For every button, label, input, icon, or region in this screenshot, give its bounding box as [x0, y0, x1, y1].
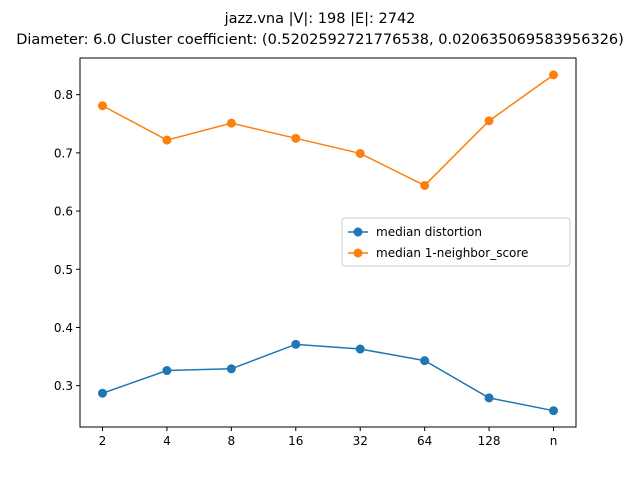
data-point-median-distortion-8 [226, 364, 236, 374]
data-point-median-distortion-128 [484, 393, 494, 403]
legend-marker-median-1-neighbor-score [353, 248, 363, 258]
data-point-median-distortion-n [549, 406, 558, 416]
legend-box [341, 217, 571, 267]
legend-label-median-distortion: median distortion [376, 225, 482, 239]
data-point-median-distortion-64 [420, 356, 430, 366]
data-point-median-1-neighbor-score-2 [98, 101, 107, 111]
data-point-median-1-neighbor-score-32 [355, 148, 365, 158]
chart-title-line-1: jazz.vna |V|: 198 |E|: 2742 [224, 11, 416, 27]
y-axis: 0.3 0.4 0.5 0.6 0.7 0.8 [54, 88, 80, 393]
y-tick-label-0-3: 0.3 [54, 379, 73, 393]
y-tick-label-0-4: 0.4 [54, 321, 73, 335]
x-tick-label-32: 32 [353, 434, 368, 448]
data-point-median-distortion-16 [291, 339, 301, 349]
x-tick-label-64: 64 [417, 434, 432, 448]
x-tick-label-8: 8 [228, 434, 236, 448]
legend: median distortion median 1-neighbor_scor… [341, 217, 571, 267]
legend-marker-median-distortion [353, 227, 363, 237]
series-median-1-neighbor-score [98, 70, 558, 190]
y-tick-label-0-7: 0.7 [54, 146, 73, 160]
x-tick-label-n: n [550, 434, 558, 448]
y-tick-label-0-8: 0.8 [54, 88, 73, 102]
data-point-median-1-neighbor-score-16 [291, 133, 301, 143]
data-point-median-1-neighbor-score-8 [226, 118, 236, 128]
series-layer [98, 70, 558, 416]
data-point-median-1-neighbor-score-128 [484, 116, 494, 126]
data-point-median-distortion-32 [355, 344, 365, 354]
legend-label-median-1-neighbor-score: median 1-neighbor_score [376, 246, 528, 260]
chart-title-line-2: Diameter: 6.0 Cluster coefficient: (0.52… [16, 32, 624, 48]
x-tick-label-16: 16 [288, 434, 303, 448]
y-tick-label-0-6: 0.6 [54, 205, 73, 219]
data-point-median-1-neighbor-score-4 [162, 135, 172, 145]
data-point-median-1-neighbor-score-64 [420, 180, 430, 190]
x-tick-label-128: 128 [478, 434, 501, 448]
x-tick-label-2: 2 [99, 434, 107, 448]
series-line-median-distortion [102, 343, 554, 412]
series-median-distortion [98, 339, 558, 416]
data-point-median-distortion-2 [98, 388, 107, 398]
x-axis: 2 4 8 16 32 64 128 n [99, 427, 558, 448]
data-point-median-1-neighbor-score-n [549, 70, 558, 80]
plot-area-frame [79, 57, 577, 428]
y-tick-label-0-5: 0.5 [54, 263, 73, 277]
data-point-median-distortion-4 [162, 366, 172, 376]
series-line-median-1-neighbor-score [102, 74, 554, 187]
x-tick-label-4: 4 [163, 434, 171, 448]
